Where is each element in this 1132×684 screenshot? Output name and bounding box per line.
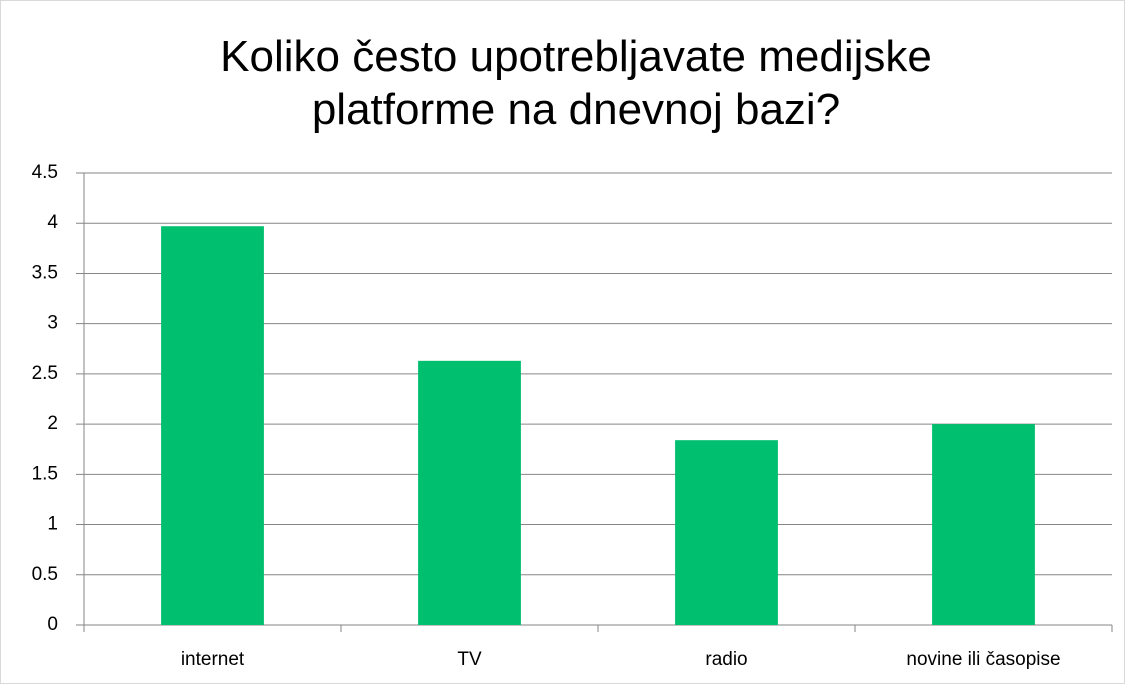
y-tick-label: 4 xyxy=(47,212,58,233)
x-tick-label: radio xyxy=(705,649,747,670)
y-tick-label: 0 xyxy=(47,614,58,635)
y-tick-label: 2 xyxy=(47,413,58,434)
y-tick-label: 4.5 xyxy=(32,162,58,183)
bar xyxy=(932,424,1035,625)
y-tick-label: 1 xyxy=(47,514,58,535)
y-tick-label: 3 xyxy=(47,313,58,334)
x-tick-label: internet xyxy=(181,649,245,670)
y-tick-label: 0.5 xyxy=(32,564,58,585)
bar xyxy=(161,226,264,626)
bar xyxy=(675,440,778,625)
y-tick-label: 1.5 xyxy=(32,463,58,484)
bar xyxy=(418,360,521,625)
chart-title: Koliko često upotrebljavate medijske pla… xyxy=(220,32,932,134)
x-tick-label: TV xyxy=(457,649,482,670)
y-tick-label: 2.5 xyxy=(32,363,58,384)
y-tick-label: 3.5 xyxy=(32,262,58,283)
x-tick-label: novine ili časopise xyxy=(906,649,1060,670)
